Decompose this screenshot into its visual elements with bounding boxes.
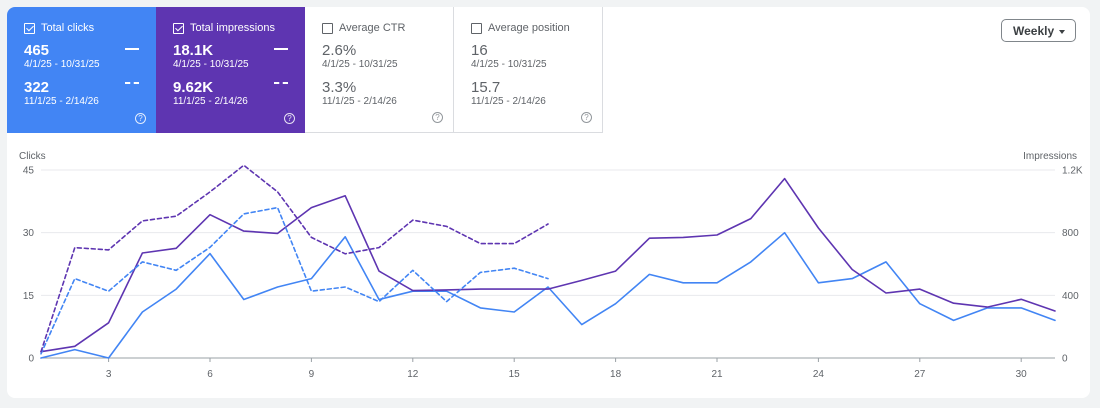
x-tick-label: 21 — [711, 369, 723, 380]
series-line-impressions-dashed — [40, 164, 549, 353]
card-label: Total clicks — [41, 22, 95, 34]
dashed-line-legend-icon — [125, 82, 139, 84]
performance-chart: 0 0 15 400 30 800 45 1.2K Clicks Impressions 3 6 9 12… — [19, 151, 1083, 380]
card-header[interactable]: Average CTR — [322, 22, 453, 34]
checkbox-checked-icon[interactable] — [24, 22, 35, 34]
card-range-primary: 4/1/25 - 10/31/25 — [322, 59, 398, 70]
series-line-clicks-solid — [40, 231, 1056, 359]
x-tick-label: 9 — [309, 369, 315, 380]
card-range-compare: 11/1/25 - 2/14/26 — [322, 96, 397, 107]
series-line-clicks-dashed — [40, 206, 549, 355]
y-right-tick-label: 1.2K — [1062, 166, 1083, 177]
performance-panel: Total clicks 465 4/1/25 - 10/31/25 322 1… — [7, 7, 1090, 398]
card-label: Average CTR — [339, 22, 406, 34]
caret-down-icon — [1059, 30, 1065, 34]
card-value-compare: 15.7 — [471, 79, 501, 96]
y-left-tick-label: 45 — [23, 166, 35, 177]
y-right-tick-label: 800 — [1062, 228, 1079, 239]
card-range-primary: 4/1/25 - 10/31/25 — [173, 59, 249, 70]
series-line-impressions-solid — [40, 177, 1056, 353]
x-tick-label: 6 — [207, 369, 213, 380]
card-range-primary: 4/1/25 - 10/31/25 — [24, 59, 100, 70]
y-right-tick-label: 400 — [1062, 291, 1079, 302]
help-icon[interactable]: ? — [581, 112, 592, 123]
card-range-compare: 11/1/25 - 2/14/26 — [173, 96, 248, 107]
card-label: Average position — [488, 22, 570, 34]
x-tick-label: 12 — [407, 369, 419, 380]
card-range-compare: 11/1/25 - 2/14/26 — [24, 96, 99, 107]
checkbox-unchecked-icon[interactable] — [322, 22, 333, 34]
card-range-compare: 11/1/25 - 2/14/26 — [471, 96, 546, 107]
checkbox-checked-icon[interactable] — [173, 22, 184, 34]
y-left-axis-label: Clicks — [19, 151, 46, 162]
metric-cards: Total clicks 465 4/1/25 - 10/31/25 322 1… — [7, 7, 603, 133]
y-right-tick-label: 0 — [1062, 354, 1068, 365]
help-icon[interactable]: ? — [284, 113, 295, 124]
card-value-compare: 9.62K — [173, 79, 214, 96]
card-range-primary: 4/1/25 - 10/31/25 — [471, 59, 547, 70]
card-header[interactable]: Total impressions — [173, 22, 305, 34]
x-tick-label: 18 — [610, 369, 622, 380]
checkbox-unchecked-icon[interactable] — [471, 22, 482, 34]
x-tick-label: 24 — [813, 369, 825, 380]
card-value-primary: 16 — [471, 42, 488, 59]
x-tick-label: 30 — [1016, 369, 1028, 380]
x-tick-label: 15 — [509, 369, 521, 380]
card-value-primary: 18.1K — [173, 42, 214, 59]
solid-line-legend-icon — [125, 48, 139, 50]
card-label: Total impressions — [190, 22, 275, 34]
y-right-axis-label: Impressions — [1023, 151, 1077, 162]
card-header[interactable]: Total clicks — [24, 22, 156, 34]
y-left-tick-label: 30 — [23, 228, 35, 239]
card-average-ctr[interactable]: Average CTR 2.6% 4/1/25 - 10/31/25 3.3% … — [305, 7, 454, 133]
card-value-primary: 465 — [24, 42, 50, 59]
x-tick-label: 3 — [106, 369, 112, 380]
card-total-impressions[interactable]: Total impressions 18.1K 4/1/25 - 10/31/2… — [156, 7, 305, 133]
dashed-line-legend-icon — [274, 82, 288, 84]
y-left-tick-label: 0 — [28, 354, 34, 365]
card-total-clicks[interactable]: Total clicks 465 4/1/25 - 10/31/25 322 1… — [7, 7, 156, 133]
card-header[interactable]: Average position — [471, 22, 602, 34]
help-icon[interactable]: ? — [432, 112, 443, 123]
granularity-dropdown[interactable]: Weekly — [1001, 19, 1076, 42]
card-value-primary: 2.6% — [322, 42, 357, 59]
card-value-compare: 3.3% — [322, 79, 357, 96]
y-left-tick-label: 15 — [23, 291, 35, 302]
card-average-position[interactable]: Average position 16 4/1/25 - 10/31/25 15… — [454, 7, 603, 133]
dropdown-label: Weekly — [1013, 23, 1055, 38]
x-tick-label: 27 — [914, 369, 926, 380]
help-icon[interactable]: ? — [135, 113, 146, 124]
card-value-compare: 322 — [24, 79, 50, 96]
solid-line-legend-icon — [274, 48, 288, 50]
